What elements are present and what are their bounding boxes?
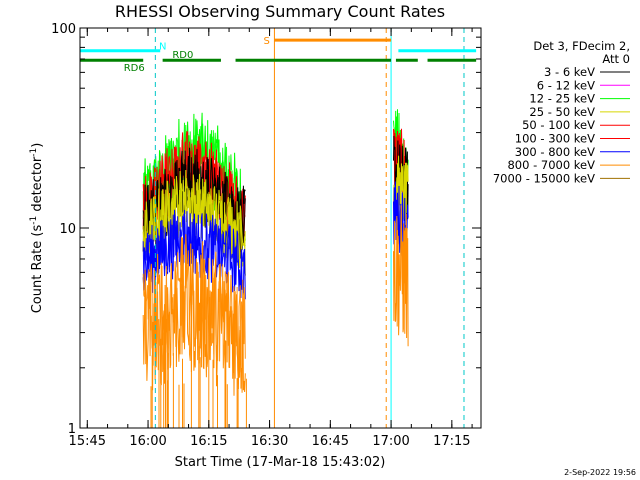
- band-curve-dense-4: [142, 209, 246, 287]
- legend-entry-label: 50 - 100 keV: [522, 118, 595, 132]
- y-axis-ticks: 1 10 100: [51, 22, 481, 437]
- flag-s-label: S: [263, 36, 269, 47]
- y-axis-label-part1: Count Rate (s: [30, 225, 45, 314]
- legend-entry-label: 25 - 50 keV: [529, 105, 595, 119]
- x-tick-label: 17:00: [372, 434, 409, 449]
- legend-header-line: Det 3, FDecim 2,: [533, 39, 630, 53]
- x-tick-label: 15:45: [69, 434, 106, 449]
- legend-header-line: Att 0: [602, 52, 630, 66]
- x-axis-label: Start Time (17-Mar-18 15:43:02): [175, 455, 386, 470]
- y-tick-label: 1: [68, 422, 76, 437]
- legend-entry-label: 300 - 800 keV: [515, 145, 595, 159]
- x-tick-label: 16:30: [251, 434, 288, 449]
- legend-entry-label: 100 - 300 keV: [515, 132, 595, 146]
- x-tick-label: 16:00: [129, 434, 166, 449]
- legend-entry-label: 3 - 6 keV: [544, 65, 595, 79]
- chart-title: RHESSI Observing Summary Count Rates: [115, 2, 445, 21]
- plot-frame: [79, 27, 482, 429]
- y-axis-label-sup1: -1: [29, 216, 39, 225]
- band-curve-100-300kev-segment2: [393, 205, 409, 347]
- band-curve-dense-5: [142, 250, 246, 389]
- legend-entry-label: 6 - 12 keV: [537, 78, 595, 92]
- legend-entry-label: 7000 - 15000 keV: [493, 171, 595, 185]
- y-axis-label-part2: detector: [30, 156, 45, 216]
- y-axis-label-sup2: -1: [29, 148, 39, 157]
- x-tick-label: 17:15: [433, 434, 470, 449]
- y-tick-label: 10: [59, 222, 76, 237]
- legend-entry-label: 800 - 7000 keV: [507, 158, 595, 172]
- x-axis-ticks: 15:45 16:00 16:15 16:30 16:45 17:00 17:15: [69, 28, 473, 449]
- x-tick-label: 16:15: [190, 434, 227, 449]
- flag-n-label: N: [159, 42, 166, 53]
- legend-entry-label: 12 - 25 keV: [529, 92, 595, 106]
- y-tick-label: 100: [51, 22, 76, 37]
- x-tick-label: 16:45: [312, 434, 349, 449]
- timestamp: 2-Sep-2022 19:56: [564, 468, 636, 477]
- y-axis-label-part3: ): [30, 143, 45, 148]
- plot-area: N RD0 RD6 S: [80, 28, 477, 428]
- y-axis-label: Count Rate (s-1 detector-1): [29, 143, 45, 314]
- band-dropouts: [150, 331, 247, 428]
- flag-rd0-label: RD0: [172, 50, 193, 61]
- flag-rd6-label: RD6: [124, 63, 145, 74]
